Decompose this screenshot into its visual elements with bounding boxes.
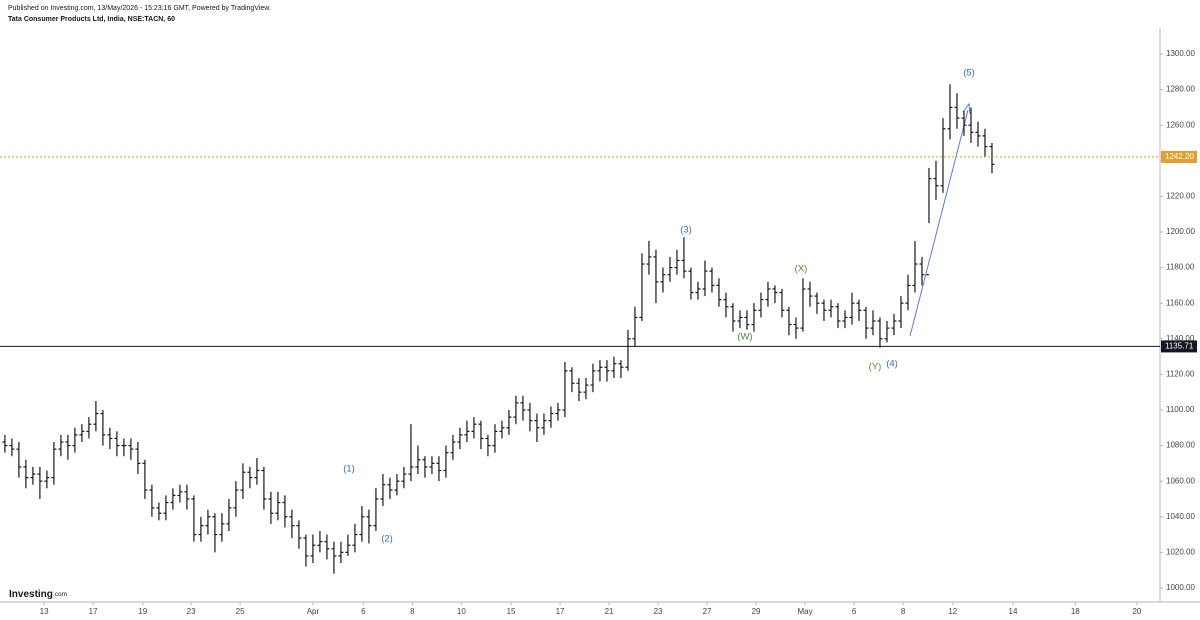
logo-suffix: .com	[53, 591, 67, 598]
y-tick-label: 1260.00	[1166, 120, 1195, 129]
publisher-note: Published on Investing.com, 13/May/2026 …	[8, 5, 271, 12]
x-tick-label: Apr	[307, 607, 320, 616]
y-tick-label: 1120.00	[1166, 369, 1195, 378]
x-tick-label: 12	[948, 607, 957, 616]
wave-label: (X)	[795, 264, 808, 275]
wave-label: (2)	[381, 534, 393, 545]
y-tick-label: 1060.00	[1166, 476, 1195, 485]
wave-label: (4)	[886, 359, 898, 370]
wave-label: (W)	[737, 332, 752, 343]
price-tag	[1161, 340, 1197, 353]
y-tick-label: 1220.00	[1166, 192, 1195, 201]
x-tick-label: 23	[187, 607, 196, 616]
wave-label: (1)	[343, 464, 355, 475]
x-tick-label: 20	[1132, 607, 1141, 616]
x-tick-label: 8	[410, 607, 415, 616]
trend-arrow	[909, 109, 969, 337]
logo: Investing.com	[9, 589, 67, 600]
y-tick-label: 1020.00	[1166, 547, 1195, 556]
price-tag-label: 1135.71	[1165, 342, 1194, 351]
y-tick-label: 1280.00	[1166, 85, 1195, 94]
x-tick-label: 27	[703, 607, 712, 616]
y-tick-label: 1200.00	[1166, 227, 1195, 236]
price-tag-label: 1242.20	[1165, 152, 1194, 161]
wave-label: (3)	[680, 225, 692, 236]
y-tick-label: 1180.00	[1166, 263, 1195, 272]
x-tick-label: 8	[901, 607, 906, 616]
x-tick-label: 23	[654, 607, 663, 616]
arrow-head	[962, 102, 971, 115]
x-tick-label: 21	[605, 607, 614, 616]
x-tick-label: 17	[89, 607, 98, 616]
y-tick-label: 1300.00	[1166, 49, 1195, 58]
y-tick-label: 1140.00	[1166, 334, 1195, 343]
y-tick-label: 1000.00	[1166, 583, 1195, 592]
chart-title: Tata Consumer Products Ltd, India, NSE:T…	[8, 16, 175, 23]
x-tick-label: 17	[556, 607, 565, 616]
logo-name: Investing	[9, 589, 53, 600]
y-tick-label: 1160.00	[1166, 298, 1195, 307]
wave-label: (Y)	[869, 362, 882, 373]
y-tick-label: 1040.00	[1166, 512, 1195, 521]
x-tick-label: 25	[236, 607, 245, 616]
price-tag	[1161, 150, 1197, 163]
x-tick-label: 6	[361, 607, 366, 616]
x-tick-label: 10	[457, 607, 466, 616]
y-tick-label: 1080.00	[1166, 441, 1195, 450]
x-tick-label: 18	[1071, 607, 1080, 616]
x-tick-label: 6	[852, 607, 857, 616]
x-tick-label: 14	[1009, 607, 1018, 616]
wave-label: (5)	[963, 68, 975, 79]
y-tick-label: 1100.00	[1166, 405, 1195, 414]
x-tick-label: 13	[40, 607, 49, 616]
x-tick-label: May	[798, 607, 813, 616]
x-tick-label: 19	[138, 607, 147, 616]
x-tick-label: 29	[752, 607, 761, 616]
x-tick-label: 15	[507, 607, 516, 616]
